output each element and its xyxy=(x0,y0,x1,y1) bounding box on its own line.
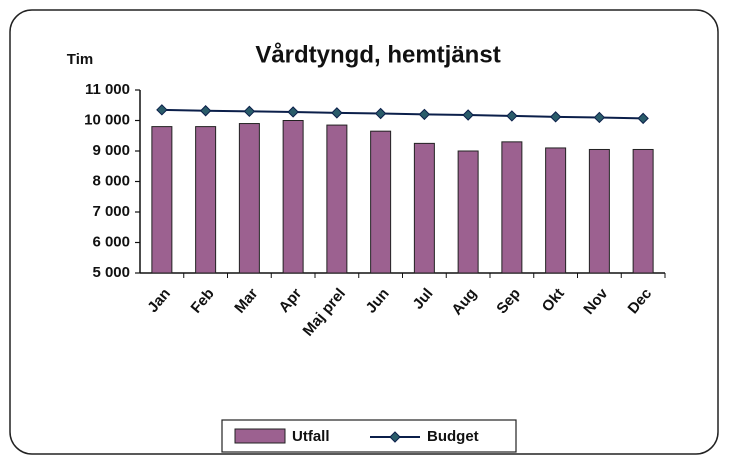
budget-marker xyxy=(287,106,299,118)
y-tick-label: 7 000 xyxy=(92,203,130,220)
budget-marker xyxy=(593,111,606,124)
chart-frame xyxy=(9,9,719,455)
bar xyxy=(370,130,392,274)
budget-marker xyxy=(549,111,562,123)
chart-title: Vårdtyngd, hemtjänst xyxy=(255,41,500,68)
y-tick-label: 8 000 xyxy=(92,172,130,189)
bar xyxy=(545,147,567,274)
budget-marker xyxy=(156,104,168,116)
bar xyxy=(501,141,523,274)
bar xyxy=(195,126,217,274)
bar xyxy=(151,126,173,274)
budget-marker xyxy=(199,105,212,117)
legend-marker xyxy=(389,431,401,443)
bar xyxy=(413,142,435,274)
bar xyxy=(457,150,479,274)
y-tick-label: 11 000 xyxy=(85,81,130,98)
bar xyxy=(326,124,348,274)
bar xyxy=(588,148,610,274)
budget-marker xyxy=(462,109,474,121)
y-tick-label: 9 000 xyxy=(92,142,130,159)
budget-line xyxy=(161,108,644,120)
y-tick-label: 5 000 xyxy=(92,264,130,281)
budget-marker xyxy=(374,107,387,120)
budget-marker xyxy=(418,108,431,121)
y-axis-label: Tim xyxy=(67,51,93,68)
legend-label: Utfall xyxy=(292,428,330,445)
y-tick-label: 6 000 xyxy=(92,233,130,250)
y-tick-label: 10 000 xyxy=(84,111,130,128)
bar xyxy=(238,123,260,274)
legend-swatch xyxy=(234,428,286,444)
budget-marker xyxy=(243,105,256,118)
budget-marker xyxy=(506,110,518,122)
budget-marker xyxy=(331,107,343,119)
legend-label: Budget xyxy=(427,428,479,445)
bar xyxy=(282,120,304,274)
bar xyxy=(632,148,654,274)
budget-marker xyxy=(637,112,649,125)
